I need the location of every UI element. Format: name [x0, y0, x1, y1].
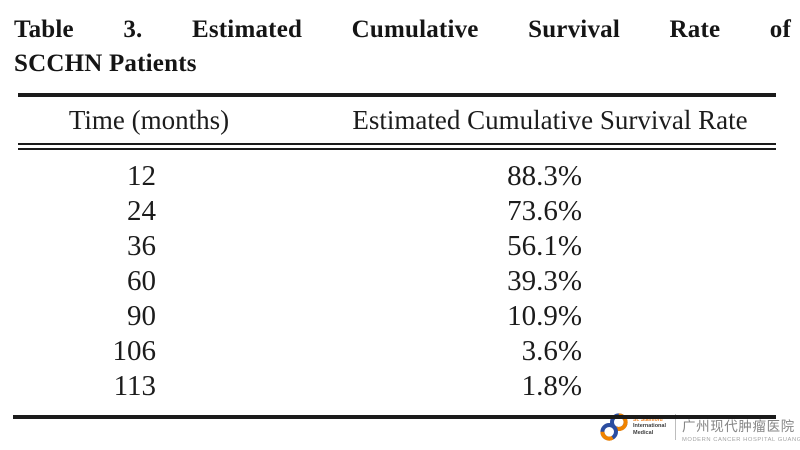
rate-cell: 10.9%	[507, 300, 582, 332]
brand-medical: Medical	[633, 430, 654, 436]
table-row: 113 1.8%	[18, 369, 776, 404]
time-cell: 106	[112, 335, 157, 367]
column-header-time: Time (months)	[68, 104, 230, 135]
brand-international: International	[633, 423, 667, 430]
table-title-line2: SCCHN Patients	[14, 50, 197, 77]
table-header-double-rule	[18, 143, 776, 150]
logo-divider	[675, 414, 676, 440]
time-cell: 12	[127, 160, 156, 192]
table-row: 60 39.3%	[18, 264, 776, 299]
column-header-rate: Estimated Cumulative Survival Rate	[352, 104, 748, 135]
time-cell: 90	[127, 300, 156, 332]
rate-cell: 73.6%	[507, 195, 582, 227]
rate-cell: 1.8%	[521, 370, 582, 402]
rate-cell: 39.3%	[507, 265, 582, 297]
time-cell: 60	[127, 265, 156, 297]
table-top-rule	[18, 93, 776, 97]
table-body: 12 88.3% 24 73.6% 36 56.1% 60 39.3% 90 1…	[18, 150, 776, 415]
time-cell: 24	[127, 195, 156, 227]
hospital-name-english: MODERN CANCER HOSPITAL GUANGZHOU	[682, 436, 800, 443]
rate-cell: 88.3%	[507, 160, 582, 192]
table-bottom-rule	[13, 415, 776, 419]
table-title: Table 3. Estimated Cumulative Survival R…	[14, 13, 791, 81]
table-row: 90 10.9%	[18, 299, 776, 334]
table-row: 24 73.6%	[18, 194, 776, 229]
table-row: 36 56.1%	[18, 229, 776, 264]
table-header-row: Time (months) Estimated Cumulative Survi…	[18, 97, 776, 143]
table-title-line1: Table 3. Estimated Cumulative Survival R…	[14, 16, 791, 43]
brand-text-block: St. Stamford International Medical	[633, 417, 673, 436]
time-cell: 36	[127, 230, 156, 262]
rate-cell: 3.6%	[521, 335, 582, 367]
hospital-name-chinese: 广州现代肿瘤医院	[682, 418, 795, 435]
hospital-watermark-logo: St. Stamford International Medical 广州现代肿…	[598, 408, 800, 446]
survival-rate-table: Time (months) Estimated Cumulative Survi…	[13, 93, 776, 419]
table-row: 12 88.3%	[18, 159, 776, 194]
time-cell: 113	[113, 370, 156, 402]
brand-name: St. Stamford	[633, 417, 663, 424]
hospital-name-block: 广州现代肿瘤医院 MODERN CANCER HOSPITAL GUANGZHO…	[682, 412, 800, 443]
table-row: 106 3.6%	[18, 334, 776, 369]
rate-cell: 56.1%	[507, 230, 582, 262]
